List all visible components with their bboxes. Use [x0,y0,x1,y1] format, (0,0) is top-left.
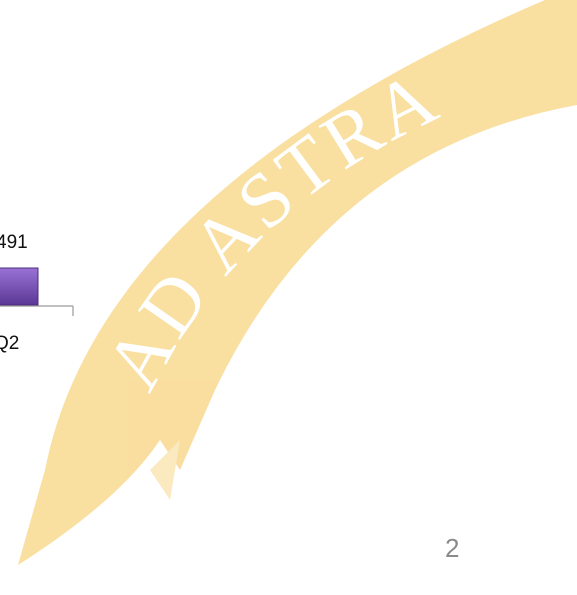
category-label: Q2 [0,333,19,354]
bar [0,267,39,306]
ribbon [18,0,577,565]
watermark-text: AD ASTRA [88,52,453,403]
page-number: 2 [445,533,459,563]
watermark-path: AD ASTRA [88,52,449,403]
bar-label: 491 [0,232,28,253]
